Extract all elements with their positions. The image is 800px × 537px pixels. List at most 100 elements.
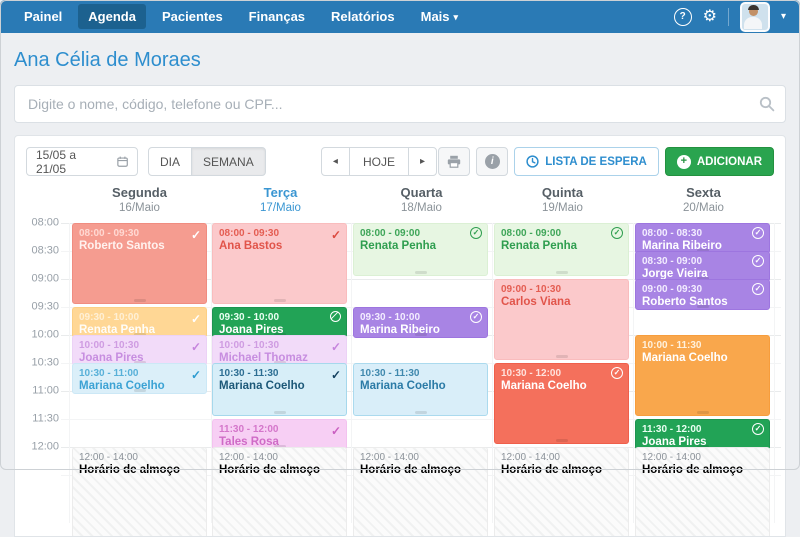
resize-handle[interactable] bbox=[696, 249, 709, 252]
add-button[interactable]: + ADICIONAR bbox=[664, 147, 774, 176]
event[interactable]: 10:30 - 12:00 Mariana Coelho ✓ bbox=[494, 363, 629, 444]
page-title: Ana Célia de Moraes bbox=[14, 49, 201, 71]
event-time: 11:30 - 12:00 bbox=[642, 424, 702, 435]
user-avatar[interactable] bbox=[739, 1, 770, 32]
resize-handle[interactable] bbox=[133, 361, 146, 364]
check-icon: ✓ bbox=[330, 368, 341, 382]
check-icon: ✓ bbox=[330, 340, 341, 354]
event[interactable]: 10:30 - 11:30 Mariana Coelho ✓ bbox=[212, 363, 347, 416]
nav-item-agenda[interactable]: Agenda bbox=[78, 4, 146, 29]
event-time: 10:30 - 11:00 bbox=[79, 368, 139, 379]
today-button[interactable]: HOJE bbox=[348, 147, 409, 176]
grid-line bbox=[61, 279, 781, 280]
next-week-button[interactable]: ▸ bbox=[407, 147, 437, 176]
time-label: 11:00 bbox=[32, 384, 59, 397]
event[interactable]: 10:00 - 10:30 Joana Pires ✓ bbox=[72, 335, 207, 366]
resize-handle[interactable] bbox=[273, 445, 286, 448]
day-header-terca[interactable]: Terça 17/Maio bbox=[210, 185, 351, 217]
event[interactable]: 09:30 - 10:00 Marina Ribeiro ✓ bbox=[353, 307, 488, 338]
check-icon: ✓ bbox=[190, 312, 201, 326]
prev-week-button[interactable]: ◂ bbox=[320, 147, 350, 176]
event[interactable]: 09:30 - 10:00 Joana Pires bbox=[212, 307, 347, 338]
resize-handle[interactable] bbox=[696, 305, 709, 308]
add-label: ADICIONAR bbox=[696, 155, 762, 168]
plus-icon: + bbox=[676, 154, 691, 169]
resize-handle[interactable] bbox=[555, 271, 568, 274]
resize-handle[interactable] bbox=[696, 445, 709, 448]
event: 12:00 - 14:00 Horário de almoço bbox=[494, 447, 629, 536]
event[interactable]: 11:30 - 12:00 Joana Pires ✓ bbox=[635, 419, 770, 450]
resize-handle[interactable] bbox=[133, 333, 146, 336]
resize-handle[interactable] bbox=[273, 299, 286, 302]
resize-handle[interactable] bbox=[696, 411, 709, 414]
event[interactable]: 09:00 - 10:30 Carlos Viana bbox=[494, 279, 629, 360]
day-date: 18/Maio bbox=[401, 202, 442, 214]
nav-item-financas[interactable]: Finanças bbox=[248, 9, 306, 24]
event-patient-name: Mariana Coelho bbox=[501, 380, 587, 392]
resize-handle[interactable] bbox=[696, 277, 709, 280]
event-time: 09:00 - 10:30 bbox=[501, 284, 562, 295]
nav-item-painel[interactable]: Painel bbox=[24, 9, 63, 24]
event-patient-name: Horário de almoço bbox=[360, 464, 461, 476]
resize-handle[interactable] bbox=[273, 361, 286, 364]
event[interactable]: 11:30 - 12:00 Tales Rosa ✓ bbox=[212, 419, 347, 450]
help-icon[interactable]: ? bbox=[673, 7, 692, 26]
resize-handle[interactable] bbox=[133, 299, 146, 302]
time-label: 11:30 bbox=[32, 412, 59, 425]
calendar-icon bbox=[117, 156, 128, 167]
event[interactable]: 09:30 - 10:00 Renata Penha ✓ bbox=[72, 307, 207, 338]
event[interactable]: 10:00 - 10:30 Michael Thomaz ✓ bbox=[212, 335, 347, 366]
search-input[interactable] bbox=[14, 85, 786, 123]
nav-item-mais[interactable]: Mais ▾ bbox=[420, 9, 459, 24]
time-label: 09:00 bbox=[31, 272, 59, 285]
agenda-toolbar: 15/05 a 21/05 DIA SEMANA ◂ HOJE ▸ bbox=[15, 136, 785, 185]
event[interactable]: 08:00 - 09:30 Roberto Santos ✓ bbox=[72, 223, 207, 304]
resize-handle[interactable] bbox=[133, 389, 146, 392]
event-time: 11:30 - 12:00 bbox=[219, 424, 279, 435]
event[interactable]: 08:00 - 09:00 Renata Penha ✓ bbox=[494, 223, 629, 276]
day-name: Segunda bbox=[112, 185, 167, 200]
event[interactable]: 08:00 - 09:30 Ana Bastos ✓ bbox=[212, 223, 347, 304]
event[interactable]: 09:00 - 09:30 Roberto Santos ✓ bbox=[635, 279, 770, 310]
event-patient-name: Ana Bastos bbox=[219, 240, 283, 252]
day-header-quarta[interactable]: Quarta 18/Maio bbox=[351, 185, 492, 217]
day-header-sexta[interactable]: Sexta 20/Maio bbox=[633, 185, 774, 217]
event[interactable]: 08:30 - 09:00 Jorge Vieira ✓ bbox=[635, 251, 770, 282]
resize-handle[interactable] bbox=[273, 411, 286, 414]
check-circle-icon: ✓ bbox=[470, 311, 482, 323]
event-patient-name: Renata Penha bbox=[501, 240, 578, 252]
day-header-quinta[interactable]: Quinta 19/Maio bbox=[492, 185, 633, 217]
event[interactable]: 10:00 - 11:30 Mariana Coelho bbox=[635, 335, 770, 416]
event[interactable]: 10:30 - 11:30 Mariana Coelho bbox=[353, 363, 488, 416]
top-navbar: Painel Agenda Pacientes Finanças Relatórios M… bbox=[0, 0, 800, 33]
check-circle-icon: ✓ bbox=[752, 227, 764, 239]
time-label: 08:00 bbox=[31, 216, 59, 229]
nav-item-relatorios[interactable]: Relatórios bbox=[331, 9, 395, 24]
day-lane-terca: 08:00 - 09:30 Ana Bastos ✓ 09:30 - 10:00 Joa… bbox=[210, 223, 352, 536]
event[interactable]: 08:00 - 09:00 Renata Penha ✓ bbox=[353, 223, 488, 276]
gear-icon[interactable]: ⚙ bbox=[702, 7, 717, 25]
info-button[interactable]: i bbox=[476, 147, 509, 176]
nav-item-pacientes[interactable]: Pacientes bbox=[161, 9, 223, 24]
resize-handle[interactable] bbox=[555, 439, 568, 442]
event-time: 12:00 - 14:00 bbox=[360, 452, 419, 463]
event-time: 09:00 - 09:30 bbox=[642, 284, 703, 295]
resize-handle[interactable] bbox=[414, 411, 427, 414]
print-button[interactable] bbox=[438, 147, 471, 176]
event-time: 09:30 - 10:00 bbox=[79, 312, 140, 323]
event[interactable]: 08:00 - 08:30 Marina Ribeiro ✓ bbox=[635, 223, 770, 254]
event[interactable]: 10:30 - 11:00 Mariana Coelho ✓ bbox=[72, 363, 207, 394]
resize-handle[interactable] bbox=[273, 333, 286, 336]
event-patient-name: Horário de almoço bbox=[642, 464, 743, 476]
resize-handle[interactable] bbox=[414, 271, 427, 274]
resize-handle[interactable] bbox=[414, 333, 427, 336]
day-view-button[interactable]: DIA bbox=[148, 147, 193, 176]
day-lane-segunda: 08:00 - 09:30 Roberto Santos ✓ 09:30 - 10:0… bbox=[69, 223, 212, 536]
wait-list-button[interactable]: LISTA DE ESPERA bbox=[514, 147, 659, 176]
resize-handle[interactable] bbox=[555, 355, 568, 358]
event-patient-name: Horário de almoço bbox=[219, 464, 320, 476]
day-header-segunda[interactable]: Segunda 16/Maio bbox=[69, 185, 210, 217]
user-menu-caret-icon[interactable]: ▾ bbox=[780, 11, 786, 22]
date-range-picker[interactable]: 15/05 a 21/05 bbox=[26, 147, 138, 176]
week-view-button[interactable]: SEMANA bbox=[191, 147, 266, 176]
